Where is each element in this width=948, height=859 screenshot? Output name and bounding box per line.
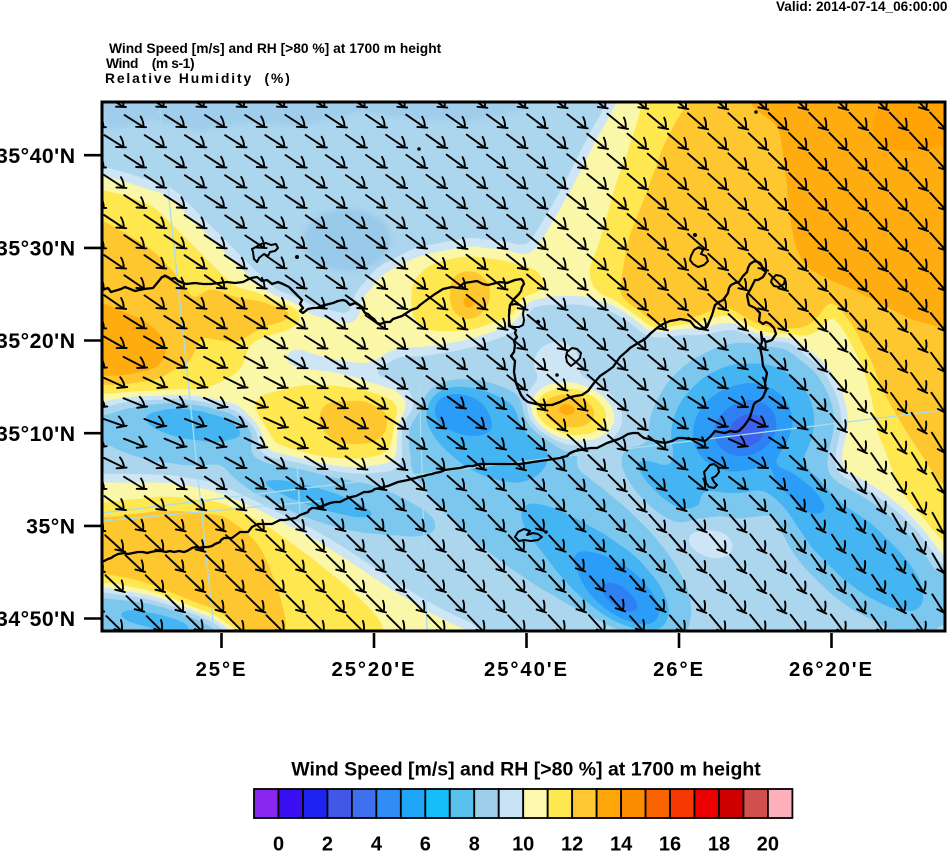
svg-text:14: 14 <box>610 834 633 855</box>
svg-text:25°E: 25°E <box>196 659 248 681</box>
svg-text:10: 10 <box>512 834 534 855</box>
svg-text:4: 4 <box>371 834 383 855</box>
svg-text:18: 18 <box>708 834 730 855</box>
svg-text:34°50'N: 34°50'N <box>0 608 76 631</box>
svg-text:35°N: 35°N <box>26 516 75 539</box>
svg-text:26°20'E: 26°20'E <box>789 659 874 681</box>
svg-text:25°40'E: 25°40'E <box>484 659 569 681</box>
svg-text:16: 16 <box>659 834 681 855</box>
svg-text:20: 20 <box>757 834 779 855</box>
svg-text:8: 8 <box>469 834 480 855</box>
svg-text:Valid: 2014-07-14_06:00:00: Valid: 2014-07-14_06:00:00 <box>776 0 948 14</box>
svg-text:12: 12 <box>561 834 583 855</box>
svg-text:25°20'E: 25°20'E <box>332 659 417 681</box>
svg-text:Wind (m s-1): Wind (m s-1) <box>106 56 194 71</box>
svg-text:0: 0 <box>273 834 284 855</box>
svg-text:Relative Humidity (%): Relative Humidity (%) <box>105 71 292 86</box>
svg-text:26°E: 26°E <box>653 659 705 681</box>
svg-text:35°20'N: 35°20'N <box>0 330 76 353</box>
svg-text:Wind Speed [m/s] and RH [>80 %: Wind Speed [m/s] and RH [>80 %] at 1700 … <box>109 41 442 56</box>
svg-text:Wind Speed [m/s] and RH [>80 %: Wind Speed [m/s] and RH [>80 %] at 1700 … <box>291 759 761 781</box>
svg-text:35°40'N: 35°40'N <box>0 145 76 168</box>
svg-text:35°10'N: 35°10'N <box>0 423 76 446</box>
svg-text:35°30'N: 35°30'N <box>0 238 76 261</box>
svg-text:2: 2 <box>322 834 333 855</box>
svg-text:6: 6 <box>420 834 431 855</box>
